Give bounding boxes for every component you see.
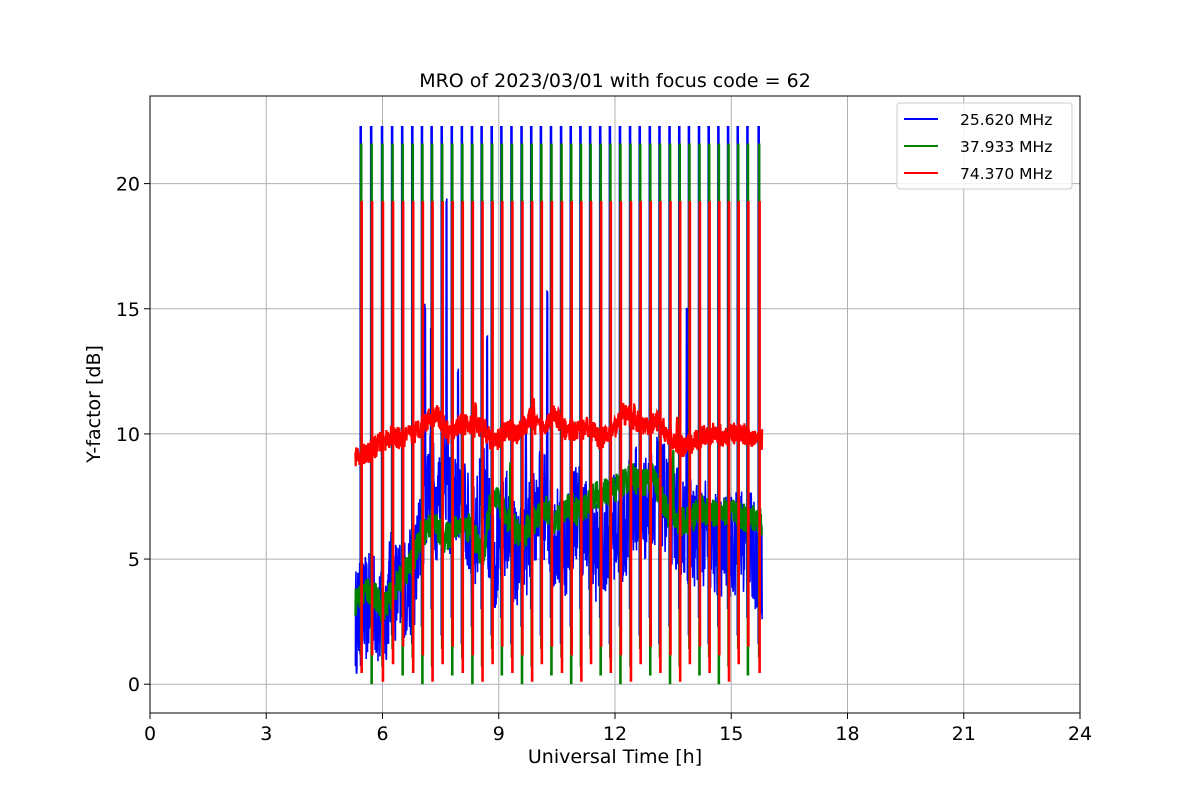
legend-box xyxy=(896,102,1073,190)
x-tick-label: 0 xyxy=(144,723,156,745)
y-tick-label: 5 xyxy=(128,549,140,571)
legend-entry: 37.933 MHz xyxy=(960,138,1052,156)
y-axis-label: Y-factor [dB] xyxy=(83,345,105,464)
y-tick-label: 10 xyxy=(116,424,140,446)
axes-ticks: 0 3 6 9 12 15 18 21 24 0 5 10 15 20 xyxy=(116,174,1092,745)
x-tick-label: 9 xyxy=(493,723,505,745)
legend: 25.620 MHz 37.933 MHz 74.370 MHz xyxy=(896,102,1073,190)
x-tick-label: 3 xyxy=(260,723,272,745)
legend-entry: 74.370 MHz xyxy=(960,165,1052,183)
x-tick-label: 6 xyxy=(376,723,388,745)
y-tick-label: 20 xyxy=(116,174,140,196)
y-tick-label: 15 xyxy=(116,299,140,321)
legend-entry: 25.620 MHz xyxy=(960,111,1052,129)
y-tick-label: 0 xyxy=(128,674,140,696)
chart-title: MRO of 2023/03/01 with focus code = 62 xyxy=(419,70,811,92)
series-3 xyxy=(354,201,764,682)
plot-area xyxy=(354,126,764,685)
x-tick-label: 18 xyxy=(835,723,859,745)
x-axis-label: Universal Time [h] xyxy=(528,746,702,768)
x-tick-label: 24 xyxy=(1068,723,1092,745)
x-tick-label: 15 xyxy=(719,723,743,745)
x-tick-label: 21 xyxy=(952,723,976,745)
x-tick-label: 12 xyxy=(603,723,627,745)
